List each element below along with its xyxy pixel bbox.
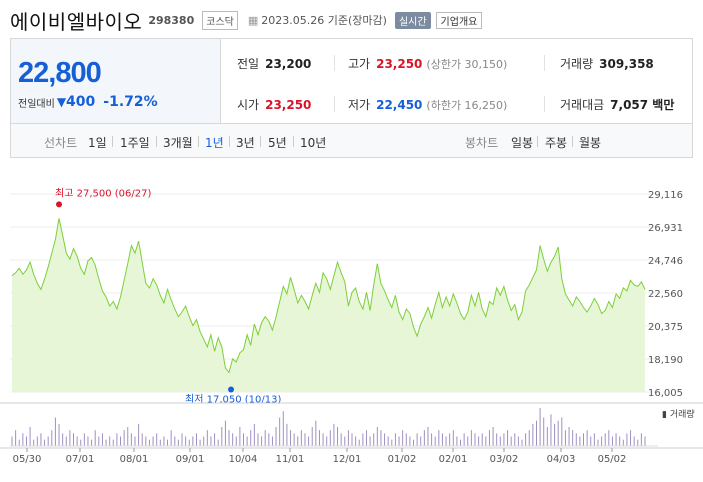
tab-divider	[260, 136, 261, 147]
down-triangle-icon: ▼	[56, 95, 67, 109]
change-row: 전일대비 ▼ 400 -1.72%	[18, 94, 158, 110]
x-tick-label: 03/02	[490, 454, 519, 465]
stat-low: 저가 22,450 (하한가 16,250)	[348, 96, 507, 113]
x-tick-label: 09/01	[176, 454, 205, 465]
stat-open: 시가 23,250	[237, 96, 311, 113]
stat-amount: 거래대금 7,057 백만	[560, 96, 674, 113]
y-tick-label: 16,005	[648, 388, 683, 399]
stat-value: 23,250	[265, 98, 312, 112]
stat-volume: 거래량 309,358	[560, 55, 654, 72]
stock-header: 에이비엘바이오 298380 코스닥 ▦ 2023.05.26 기준(장마감) …	[10, 6, 483, 34]
lower-limit: (하한가 16,250)	[426, 99, 508, 112]
tab-divider	[293, 136, 294, 147]
stat-label: 저가	[348, 98, 371, 112]
tab-divider	[198, 136, 199, 147]
y-tick-label: 22,560	[648, 289, 683, 300]
y-tick-label: 29,116	[648, 190, 683, 201]
prev-compare-label: 전일대비	[18, 98, 55, 110]
tab-weekly-candle[interactable]: 주봉	[545, 136, 568, 150]
tab-3m[interactable]: 3개월	[163, 136, 193, 150]
price-line	[11, 218, 646, 374]
tab-1w[interactable]: 1주일	[120, 136, 150, 150]
stat-prev-close: 전일 23,200	[237, 55, 311, 72]
stat-value: 23,200	[265, 57, 312, 71]
upper-limit: (상한가 30,150)	[426, 58, 508, 71]
y-tick-label: 26,931	[648, 223, 683, 234]
base-date: 2023.05.26 기준(장마감)	[261, 14, 387, 27]
stat-value: 309,358	[599, 57, 654, 71]
price-change-percent: -1.72%	[103, 94, 158, 110]
min-price-marker	[228, 386, 235, 393]
tab-1d[interactable]: 1일	[88, 136, 107, 150]
y-tick-label: 24,746	[648, 256, 683, 267]
stat-label: 전일	[237, 57, 260, 71]
tab-divider	[537, 136, 538, 147]
price-panel: 22,800 전일대비 ▼ 400 -1.72%	[11, 39, 221, 123]
company-overview-button[interactable]: 기업개요	[435, 11, 483, 29]
tab-5y[interactable]: 5년	[268, 136, 287, 150]
stat-label: 고가	[348, 57, 371, 71]
x-tick-label: 02/01	[439, 454, 468, 465]
tab-divider	[112, 136, 113, 147]
price-change: 400	[66, 94, 96, 110]
stat-value: 7,057 백만	[610, 98, 675, 112]
stat-label: 시가	[237, 98, 260, 112]
x-tick-label: 04/03	[547, 454, 576, 465]
tab-divider	[572, 136, 573, 147]
candle-chart-label: 봉차트	[465, 136, 499, 150]
stat-high: 고가 23,250 (상한가 30,150)	[348, 55, 507, 72]
y-tick-label: 18,190	[648, 355, 683, 366]
stat-label: 거래대금	[560, 98, 605, 112]
x-tick-label: 05/30	[13, 454, 42, 465]
x-tick-label: 05/02	[598, 454, 627, 465]
tab-divider	[229, 136, 230, 147]
max-price-label: 최고 27,500 (06/27)	[55, 187, 151, 199]
tab-divider	[156, 136, 157, 147]
tab-3y[interactable]: 3년	[236, 136, 255, 150]
divider	[334, 55, 335, 71]
stock-name: 에이비엘바이오	[10, 9, 143, 34]
min-price-label: 최저 17,050 (10/13)	[185, 393, 281, 405]
current-price: 22,800	[18, 57, 102, 89]
divider	[544, 96, 545, 112]
x-tick-label: 12/01	[333, 454, 362, 465]
stat-value: 23,250	[376, 57, 423, 71]
x-tick-label: 11/01	[276, 454, 305, 465]
price-chart-svg[interactable]: 29,116 26,931 24,746 22,560 20,375 18,190 16,0…	[0, 170, 703, 478]
divider	[544, 55, 545, 71]
tab-daily-candle[interactable]: 일봉	[511, 136, 534, 150]
tab-1y[interactable]: 1년	[205, 136, 224, 150]
y-tick-label: 20,375	[648, 322, 683, 333]
x-tick-label: 10/04	[229, 454, 258, 465]
x-tick-label: 01/02	[388, 454, 417, 465]
price-chart[interactable]: 29,116 26,931 24,746 22,560 20,375 18,190 16,0…	[0, 170, 703, 478]
chart-period-tabs: 선차트 1일 1주일 3개월 1년 3년 5년 10년 봉차트 일봉 주봉 월봉	[10, 124, 693, 158]
stat-value: 22,450	[376, 98, 423, 112]
calendar-icon: ▦	[247, 13, 259, 27]
x-tick-label: 07/01	[66, 454, 95, 465]
market-badge: 코스닥	[202, 10, 238, 30]
max-price-marker	[56, 201, 63, 208]
tab-monthly-candle[interactable]: 월봉	[579, 136, 602, 150]
stat-label: 거래량	[560, 57, 594, 71]
line-chart-label: 선차트	[44, 136, 78, 150]
realtime-button[interactable]: 실시간	[394, 11, 431, 29]
price-area-fill	[12, 218, 645, 392]
x-tick-label: 08/01	[120, 454, 149, 465]
tab-10y[interactable]: 10년	[300, 136, 327, 150]
quote-summary: 22,800 전일대비 ▼ 400 -1.72% 전일 23,200 고가 23,2…	[10, 38, 693, 124]
divider	[334, 96, 335, 112]
stock-code: 298380	[148, 13, 195, 27]
volume-legend-label: ▮ 거래량	[662, 408, 695, 420]
